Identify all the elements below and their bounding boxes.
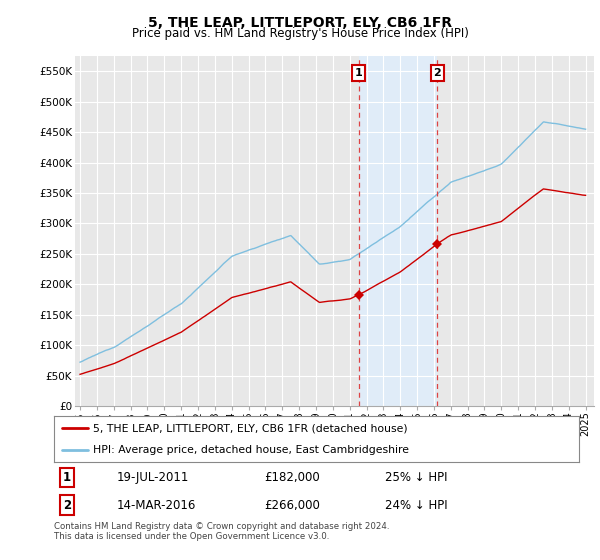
Text: 2: 2 xyxy=(63,499,71,512)
Text: Contains HM Land Registry data © Crown copyright and database right 2024.
This d: Contains HM Land Registry data © Crown c… xyxy=(54,522,389,542)
Text: 14-MAR-2016: 14-MAR-2016 xyxy=(117,499,196,512)
Text: 25% ↓ HPI: 25% ↓ HPI xyxy=(385,471,447,484)
Text: £182,000: £182,000 xyxy=(264,471,320,484)
Text: 5, THE LEAP, LITTLEPORT, ELY, CB6 1FR: 5, THE LEAP, LITTLEPORT, ELY, CB6 1FR xyxy=(148,16,452,30)
Text: Price paid vs. HM Land Registry's House Price Index (HPI): Price paid vs. HM Land Registry's House … xyxy=(131,27,469,40)
Text: 24% ↓ HPI: 24% ↓ HPI xyxy=(385,499,448,512)
Text: 5, THE LEAP, LITTLEPORT, ELY, CB6 1FR (detached house): 5, THE LEAP, LITTLEPORT, ELY, CB6 1FR (d… xyxy=(94,423,408,433)
Text: 1: 1 xyxy=(63,471,71,484)
Bar xyxy=(359,56,437,406)
Text: 1: 1 xyxy=(355,68,362,78)
Text: £266,000: £266,000 xyxy=(264,499,320,512)
Text: 2: 2 xyxy=(433,68,441,78)
Text: HPI: Average price, detached house, East Cambridgeshire: HPI: Average price, detached house, East… xyxy=(94,445,409,455)
Text: 19-JUL-2011: 19-JUL-2011 xyxy=(117,471,190,484)
